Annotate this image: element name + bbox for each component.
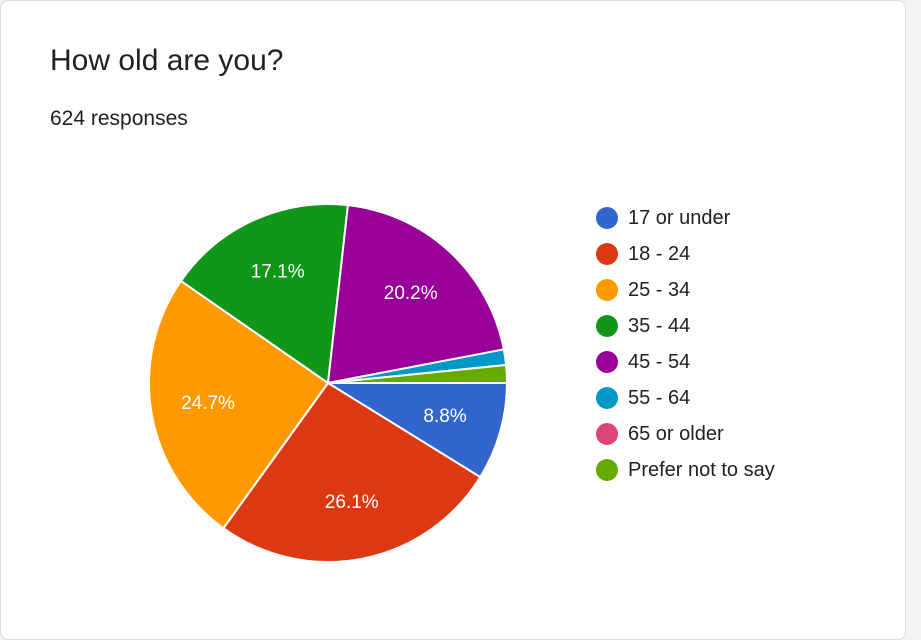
- pie-slice-25-34[interactable]: [148, 279, 329, 530]
- legend-item-18-24[interactable]: 18 - 24: [596, 236, 775, 272]
- pie-chart: 8.8% 26.1% 24.7% 17.1% 20.2%: [148, 203, 508, 563]
- pie-data-label-17-or-under: 8.8%: [423, 406, 466, 427]
- pie-data-label-18-24: 26.1%: [325, 492, 379, 513]
- pie-slices: [148, 203, 508, 563]
- legend-label: 55 - 64: [628, 386, 691, 409]
- legend-label: 65 or older: [628, 422, 724, 445]
- question-title: How old are you?: [50, 44, 284, 77]
- pie-slice-prefer-not-to-say[interactable]: [327, 364, 508, 384]
- page-margin: [906, 0, 921, 628]
- pie-slice-45-54[interactable]: [327, 204, 505, 384]
- pie-slice-17-or-under[interactable]: [327, 382, 508, 479]
- legend-item-55-64[interactable]: 55 - 64: [596, 380, 775, 416]
- legend-swatch: [596, 207, 618, 229]
- legend-item-45-54[interactable]: 45 - 54: [596, 344, 775, 380]
- legend-item-65-or-older[interactable]: 65 or older: [596, 416, 775, 452]
- pie-data-label-25-34: 24.7%: [181, 393, 235, 414]
- legend-swatch: [596, 423, 618, 445]
- legend-swatch: [596, 315, 618, 337]
- legend-swatch: [596, 279, 618, 301]
- legend-label: 25 - 34: [628, 278, 691, 301]
- legend-label: 35 - 44: [628, 314, 691, 337]
- legend-item-25-34[interactable]: 25 - 34: [596, 272, 775, 308]
- legend-item-35-44[interactable]: 35 - 44: [596, 308, 775, 344]
- legend-swatch: [596, 387, 618, 409]
- legend-label: 18 - 24: [628, 242, 691, 265]
- legend-swatch: [596, 243, 618, 265]
- legend-item-17-or-under[interactable]: 17 or under: [596, 200, 775, 236]
- pie-slice-18-24[interactable]: [222, 382, 482, 563]
- legend-swatch: [596, 459, 618, 481]
- legend-label: 45 - 54: [628, 350, 691, 373]
- pie-data-label-45-54: 20.2%: [384, 283, 438, 304]
- pie-data-labels: 8.8% 26.1% 24.7% 17.1% 20.2%: [181, 262, 467, 513]
- pie-slice-35-44[interactable]: [179, 203, 349, 384]
- legend-label: Prefer not to say: [628, 458, 775, 481]
- chart-legend: 17 or under 18 - 24 25 - 34 35 - 44 45 - 54 5…: [596, 200, 775, 488]
- legend-swatch: [596, 351, 618, 373]
- legend-item-prefer-not-to-say[interactable]: Prefer not to say: [596, 452, 775, 488]
- pie-data-label-35-44: 17.1%: [251, 262, 305, 283]
- response-count: 624 responses: [50, 107, 188, 130]
- legend-label: 17 or under: [628, 206, 731, 229]
